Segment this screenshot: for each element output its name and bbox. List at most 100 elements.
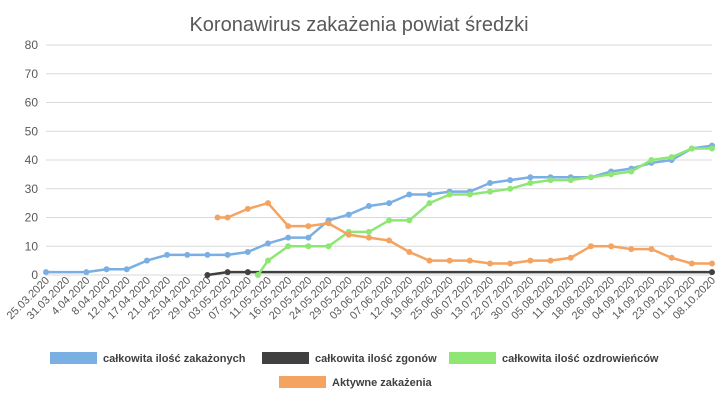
data-point <box>527 174 534 181</box>
data-point <box>265 200 271 207</box>
data-point <box>487 260 493 267</box>
legend-item: całkowita ilość ozdrowieńców <box>449 352 659 365</box>
data-point <box>386 200 393 207</box>
y-tick-label: 0 <box>31 268 38 282</box>
data-point <box>305 223 312 230</box>
data-point <box>345 211 352 218</box>
data-point <box>709 145 715 152</box>
data-point <box>668 254 675 261</box>
data-point <box>628 246 635 253</box>
data-point <box>547 177 554 184</box>
chart-title: Koronawirus zakażenia powiat średzki <box>189 14 528 36</box>
data-point <box>244 205 251 212</box>
data-point <box>527 180 534 186</box>
data-point <box>587 174 594 181</box>
data-point <box>224 214 231 221</box>
series-line <box>46 144 713 274</box>
data-point <box>365 228 372 235</box>
data-point <box>426 200 433 207</box>
data-point <box>184 251 191 258</box>
y-axis-ticks: 0 10 20 30 40 50 60 70 80 <box>25 38 39 282</box>
data-point <box>567 254 574 261</box>
y-tick-label: 40 <box>25 153 39 167</box>
data-point <box>688 145 695 152</box>
legend-swatch <box>50 352 97 364</box>
y-tick-label: 70 <box>25 67 39 81</box>
legend: całkowita ilość zakażonych całkowita iloś… <box>50 352 659 389</box>
series-line <box>256 147 712 276</box>
y-tick-label: 10 <box>25 239 39 253</box>
legend-label: całkowita ilość ozdrowieńców <box>502 353 659 365</box>
data-point <box>406 217 413 224</box>
data-point <box>164 251 171 258</box>
data-point <box>466 257 473 264</box>
data-point <box>507 260 514 267</box>
data-point <box>487 180 493 186</box>
series-line <box>207 270 712 277</box>
data-point <box>386 217 393 224</box>
series-lines <box>43 142 715 278</box>
legend-item: Aktywne zakażenia <box>279 376 433 389</box>
data-point <box>224 251 231 258</box>
data-point <box>265 240 271 247</box>
data-point <box>305 243 312 250</box>
data-point <box>214 214 221 221</box>
data-point <box>254 272 261 278</box>
x-axis-ticks: 25.03.202031.03.20204.04.20208.04.202012… <box>5 275 718 322</box>
data-point <box>608 171 615 178</box>
data-point <box>365 203 372 209</box>
data-point <box>608 243 615 250</box>
legend-swatch <box>262 352 309 364</box>
data-point <box>285 243 292 250</box>
data-point <box>567 177 574 184</box>
data-point <box>487 188 493 195</box>
data-point <box>224 269 231 276</box>
data-point <box>406 249 413 255</box>
data-point <box>365 234 372 241</box>
legend-item: całkowita ilość zakażonych <box>50 352 246 365</box>
legend-label: całkowita ilość zgonów <box>315 353 437 365</box>
series-line <box>217 201 712 265</box>
data-point <box>547 257 554 264</box>
data-point <box>43 269 49 276</box>
data-point <box>345 231 352 238</box>
data-point <box>204 251 211 258</box>
series-4 <box>214 200 715 267</box>
data-point <box>406 191 413 198</box>
data-point <box>123 266 130 273</box>
data-point <box>143 257 150 264</box>
data-point <box>709 260 715 267</box>
legend-item: całkowita ilość zgonów <box>262 352 437 365</box>
data-point <box>426 257 433 264</box>
data-point <box>446 257 453 264</box>
data-point <box>103 266 110 273</box>
data-point <box>325 220 332 227</box>
data-point <box>244 249 251 255</box>
data-point <box>466 191 473 198</box>
legend-swatch <box>279 376 326 388</box>
data-point <box>244 269 251 276</box>
data-point <box>446 191 453 198</box>
data-point <box>507 177 514 184</box>
y-tick-label: 20 <box>25 211 39 225</box>
data-point <box>204 272 211 278</box>
legend-label: całkowita ilość zakażonych <box>103 353 246 365</box>
y-tick-label: 30 <box>25 182 39 196</box>
y-tick-label: 60 <box>25 96 39 110</box>
data-point <box>648 157 655 163</box>
data-point <box>688 260 695 267</box>
data-point <box>83 269 90 276</box>
data-point <box>587 243 594 250</box>
gridlines <box>46 44 712 276</box>
data-point <box>305 234 312 241</box>
data-point <box>325 243 332 250</box>
y-tick-label: 50 <box>25 124 39 138</box>
data-point <box>527 257 534 264</box>
data-point <box>386 237 393 244</box>
data-point <box>426 191 433 198</box>
series-3 <box>254 145 715 278</box>
data-point <box>628 168 635 175</box>
data-point <box>648 246 655 253</box>
